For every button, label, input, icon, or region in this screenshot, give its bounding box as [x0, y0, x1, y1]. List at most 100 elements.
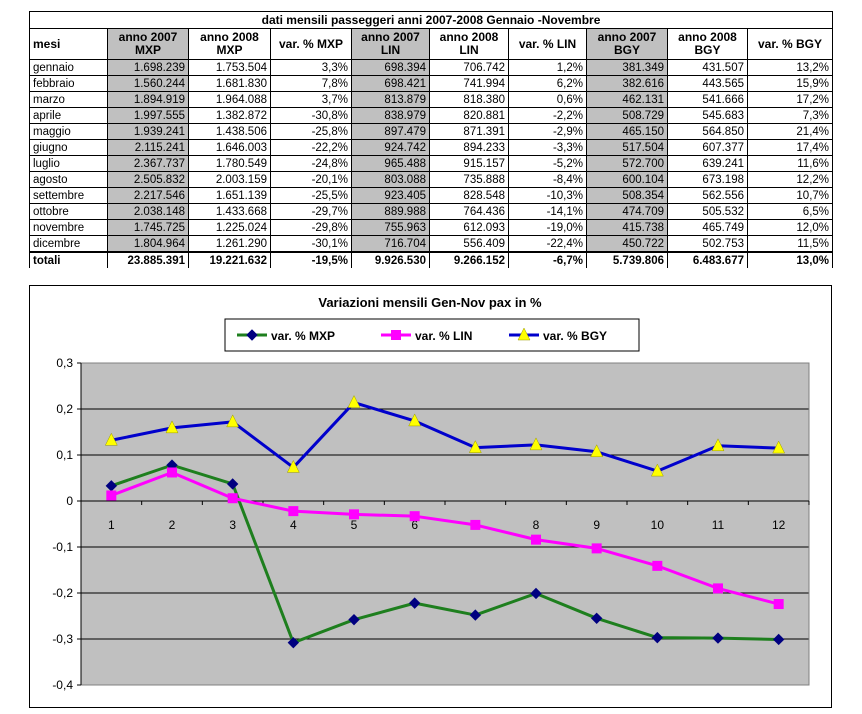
column-header-line: anno 2007: [597, 30, 657, 44]
column-header: anno 2008 BGY: [667, 28, 748, 60]
data-point-square: [409, 511, 420, 522]
total-value-cell: 6.483.677: [667, 251, 748, 268]
value-cell: 474.709: [586, 203, 668, 220]
chart-title: Variazioni mensili Gen-Nov pax in %: [318, 295, 542, 310]
series-2: [106, 467, 784, 610]
y-tick-label: 0,3: [56, 356, 73, 370]
value-cell: -14,1%: [508, 203, 587, 220]
value-cell: -3,3%: [508, 139, 587, 156]
value-cell: -25,8%: [270, 123, 352, 140]
value-cell: 6,2%: [508, 75, 587, 92]
data-point-square: [288, 506, 299, 517]
x-tick-label: 12: [772, 518, 786, 532]
data-point-diamond: [651, 631, 664, 644]
column-header: anno 2008 LIN: [429, 28, 509, 60]
value-cell: 465.749: [667, 219, 748, 236]
x-tick-label: 6: [411, 518, 418, 532]
value-cell: 21,4%: [746, 123, 834, 140]
value-cell: 11,5%: [746, 235, 834, 253]
line-chart: Variazioni mensili Gen-Nov pax in % var.…: [29, 285, 832, 708]
data-point-square: [652, 560, 663, 571]
value-cell: -25,5%: [270, 187, 352, 204]
value-cell: 508.354: [586, 187, 668, 204]
month-cell: novembre: [29, 219, 108, 236]
value-cell: -29,7%: [270, 203, 352, 220]
column-header-line: anno 2008: [439, 30, 499, 44]
value-cell: 13,2%: [746, 59, 834, 76]
y-tick-label: -0,3: [52, 632, 73, 646]
total-value-cell: 23.885.391: [107, 251, 189, 268]
data-point-triangle: [711, 438, 725, 452]
x-tick-label: 1: [108, 518, 115, 532]
total-value-cell: 9.926.530: [351, 251, 430, 268]
value-cell: 2.217.546: [107, 187, 189, 204]
value-cell: -30,8%: [270, 107, 352, 124]
column-header-line: anno 2007: [118, 30, 178, 44]
value-cell: 600.104: [586, 171, 668, 188]
value-cell: 1,2%: [508, 59, 587, 76]
value-cell: 607.377: [667, 139, 748, 156]
legend-box: [224, 318, 640, 352]
data-point-diamond: [408, 597, 421, 609]
data-point-triangle: [104, 432, 118, 446]
value-cell: -8,4%: [508, 171, 587, 188]
data-point-triangle: [517, 327, 531, 341]
column-header-line: anno 2008: [678, 30, 737, 44]
value-cell: 545.683: [667, 107, 748, 124]
value-cell: 2.038.148: [107, 203, 189, 220]
column-header: var. % MXP: [270, 28, 352, 60]
table-row: settembre 2.217.546 1.651.139 -25,5% 923.405…: [29, 187, 834, 204]
value-cell: 12,0%: [746, 219, 834, 236]
value-cell: 828.548: [429, 187, 509, 204]
series-group: [104, 395, 786, 649]
data-point-triangle: [226, 414, 240, 428]
series-line: [110, 463, 779, 645]
value-cell: -5,2%: [508, 155, 587, 172]
value-cell: 698.421: [351, 75, 430, 92]
value-cell: -2,9%: [508, 123, 587, 140]
data-point-square: [167, 467, 177, 478]
value-cell: 3,3%: [270, 59, 352, 76]
value-cell: 1.997.555: [107, 107, 189, 124]
column-header-line: BGY: [694, 43, 721, 57]
value-cell: 2.367.737: [107, 155, 189, 172]
value-cell: 462.131: [586, 91, 668, 108]
table-row: luglio 2.367.737 1.780.549 -24,8% 965.488 915…: [29, 155, 834, 172]
table-row: dicembre 1.804.964 1.261.290 -30,1% 716.704 5…: [29, 235, 834, 253]
value-cell: 639.241: [667, 155, 748, 172]
value-cell: 562.556: [667, 187, 748, 204]
total-value-cell: 13,0%: [746, 251, 834, 268]
value-cell: 965.488: [351, 155, 430, 172]
value-cell: 820.881: [429, 107, 509, 124]
x-tick-label: 2: [169, 518, 176, 532]
table-row: gennaio 1.698.239 1.753.504 3,3% 698.394 706.…: [29, 59, 834, 76]
value-cell: 15,9%: [746, 75, 834, 92]
column-header: var. % LIN: [508, 28, 587, 60]
total-value-cell: -6,7%: [508, 251, 587, 268]
data-point-triangle: [286, 459, 300, 473]
series-3: [104, 395, 786, 477]
month-cell: luglio: [29, 155, 108, 172]
value-cell: 0,6%: [508, 91, 587, 108]
month-cell: marzo: [29, 91, 108, 108]
month-cell: agosto: [29, 171, 108, 188]
total-value-cell: 19.221.632: [188, 251, 271, 268]
value-cell: 443.565: [667, 75, 748, 92]
month-cell: settembre: [29, 187, 108, 204]
value-cell: 698.394: [351, 59, 430, 76]
data-point-diamond: [348, 613, 360, 626]
data-point-square: [713, 583, 723, 594]
value-cell: 564.850: [667, 123, 748, 140]
data-point-triangle: [529, 437, 543, 451]
column-header-line: var. % BGY: [757, 36, 823, 51]
table-row: agosto 2.505.832 2.003.159 -20,1% 803.088 735…: [29, 171, 834, 188]
table-row: marzo 1.894.919 1.964.088 3,7% 813.879 818.38…: [29, 91, 834, 108]
value-cell: 838.979: [351, 107, 430, 124]
table-row: novembre 1.745.725 1.225.024 -29,8% 755.963 6…: [29, 219, 834, 236]
value-cell: 764.436: [429, 203, 509, 220]
value-cell: 541.666: [667, 91, 748, 108]
value-cell: 556.409: [429, 235, 509, 253]
value-cell: 716.704: [351, 235, 430, 253]
month-cell: ottobre: [29, 203, 108, 220]
column-header-line: MXP: [216, 43, 243, 57]
